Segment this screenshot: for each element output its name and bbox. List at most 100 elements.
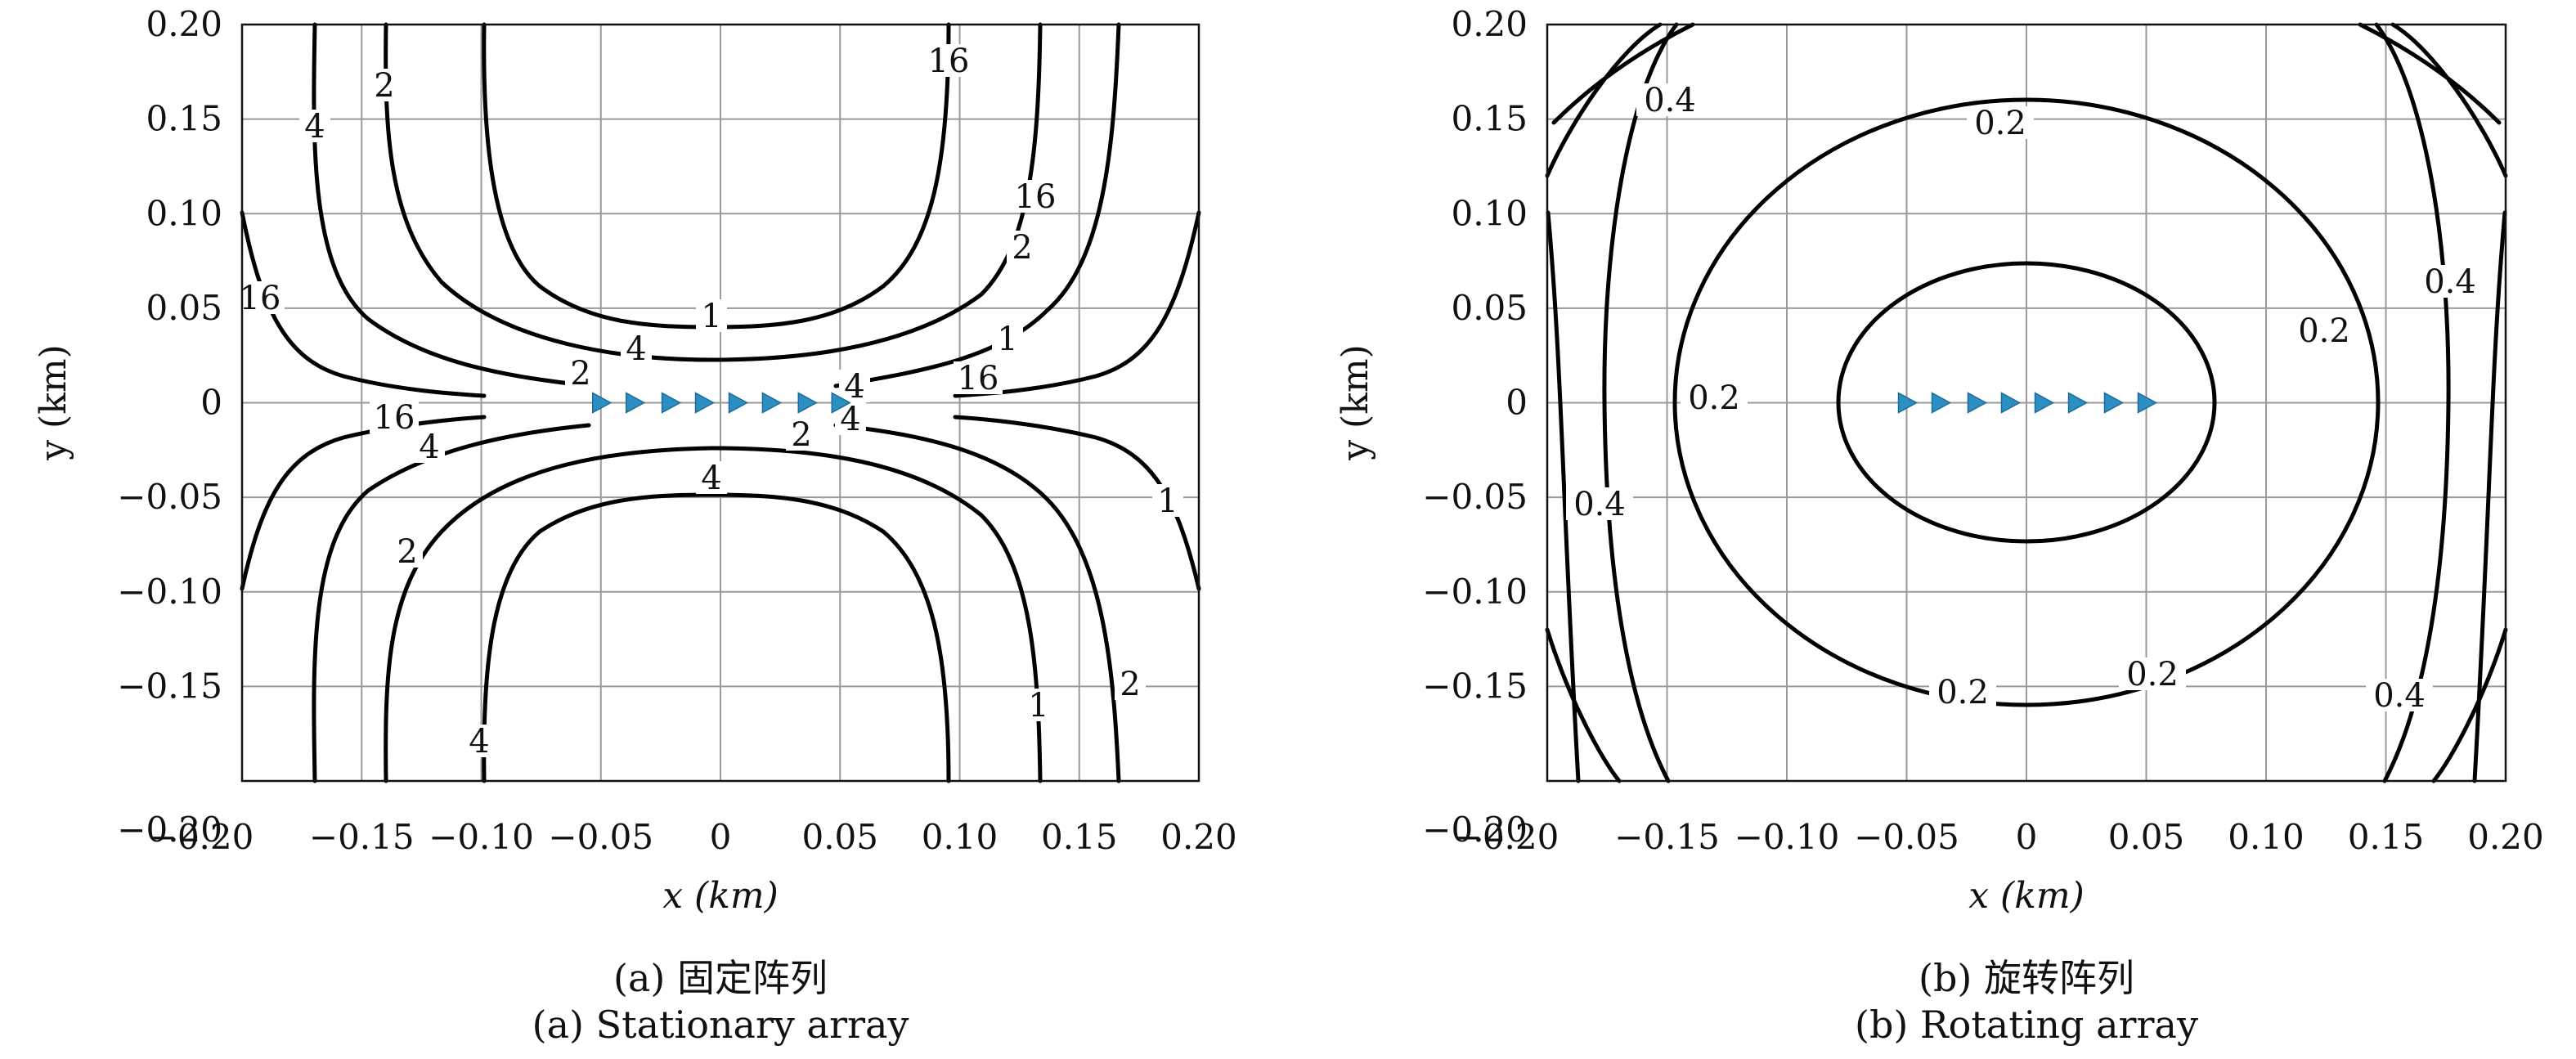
contour-label: 2 <box>1120 666 1140 703</box>
x-tick-label: 0.20 <box>2467 817 2544 857</box>
sensor-marker <box>2034 392 2055 414</box>
contour-label: 1 <box>1028 687 1048 725</box>
contour-label: 2 <box>791 416 811 454</box>
contour-a-level-2-bottom <box>384 446 1043 783</box>
contour-label: 1 <box>997 321 1017 358</box>
x-tick-label: −0.20 <box>1454 817 1560 857</box>
tick-labels-b: −0.20 −0.15 −0.10 −0.05 0 0.05 0.10 0.15 0.20 0.2… <box>1422 4 2543 857</box>
contour-label-bg <box>1011 180 1060 213</box>
contour-label: 16 <box>928 43 970 80</box>
y-tick-label: 0.20 <box>146 4 222 44</box>
contour-label-bg <box>414 430 445 463</box>
y-tick-label: 0.10 <box>146 193 222 233</box>
contour-a-level-16-lower-right <box>953 415 1201 591</box>
y-tick-label: −0.10 <box>117 572 222 612</box>
y-tick-label: 0.15 <box>146 99 222 139</box>
y-axis-label-a: y (km) <box>33 344 74 461</box>
x-tick-label: 0.15 <box>2348 817 2425 857</box>
x-tick-label: −0.10 <box>1735 817 1840 857</box>
contour-label-bg <box>696 299 727 332</box>
y-tick-label: 0.05 <box>146 288 222 328</box>
x-tick-label: 0 <box>2016 817 2038 857</box>
contour-a-level-1-bottom <box>482 492 951 783</box>
contour-label: 4 <box>469 723 489 761</box>
x-tick-label: −0.20 <box>149 817 254 857</box>
contour-label: 2 <box>374 67 394 105</box>
caption-b-zh: (b) 旋转阵列 <box>1919 956 2134 1000</box>
contour-label: 16 <box>958 360 999 397</box>
contour-label: 2 <box>397 533 417 571</box>
contour-label: 16 <box>1015 178 1057 216</box>
contour-label-bg <box>1007 231 1038 263</box>
contour-label: 0.4 <box>1644 82 1696 119</box>
y-tick-label: 0.20 <box>1451 4 1528 44</box>
contour-label: 0.2 <box>2126 656 2179 693</box>
sensor-marker <box>1967 392 1988 414</box>
x-tick-label: 0 <box>710 817 732 857</box>
contour-label-bg <box>1929 675 1996 708</box>
sensor-marker <box>831 392 851 414</box>
caption-a-zh: (a) 固定阵列 <box>613 956 828 1000</box>
contour-label-bg <box>621 332 652 365</box>
contour-label: 0.2 <box>1974 105 2026 142</box>
contour-label: 4 <box>304 108 325 146</box>
x-tick-label: 0.10 <box>2228 817 2304 857</box>
contour-label: 0.2 <box>2298 312 2350 350</box>
x-tick-label: 0.05 <box>801 817 878 857</box>
sensor-array-a <box>592 392 851 414</box>
contour-label: 1 <box>1157 482 1178 520</box>
sensor-marker <box>761 392 782 414</box>
contour-label: 0.2 <box>1936 674 1989 711</box>
contour-label: 0.4 <box>2424 263 2476 301</box>
sensor-marker <box>694 392 716 414</box>
x-axis-label-b: x (km) <box>1968 875 2085 917</box>
contour-label: 0.4 <box>2373 677 2426 715</box>
contour-a-level-4-bottom <box>312 423 1121 783</box>
contour-label-bg <box>565 357 596 389</box>
contour-label: 4 <box>844 368 864 406</box>
contour-label-bg <box>236 281 285 314</box>
contour-label-bg <box>299 110 330 142</box>
x-tick-label: −0.10 <box>429 817 534 857</box>
sensor-array-b <box>1897 392 2158 414</box>
y-tick-label: −0.20 <box>117 810 222 850</box>
contour-label: 0.2 <box>1688 379 1740 417</box>
contour-label-bg <box>392 535 423 568</box>
contour-b-level-0.2 <box>1672 97 2381 707</box>
panel-b-rotating: 0.4 0.2 0.4 0.2 0.2 0.4 0.2 0.2 0.4 −0.20 −0.15 −0… <box>1335 4 2544 917</box>
y-tick-label: −0.05 <box>117 477 222 517</box>
y-tick-label: 0.15 <box>1451 99 1528 139</box>
y-tick-label: −0.15 <box>117 666 222 706</box>
contour-label-bg <box>2291 314 2358 347</box>
x-tick-label: 0.15 <box>1041 817 1118 857</box>
contour-label: 16 <box>374 399 415 437</box>
contour-label-bg <box>992 322 1023 355</box>
contour-label-bg <box>370 401 419 433</box>
y-tick-label: −0.10 <box>1422 572 1528 612</box>
contour-label-bg <box>696 461 727 494</box>
x-tick-label: −0.05 <box>548 817 653 857</box>
contours-b <box>1545 22 2508 783</box>
contour-label: 4 <box>419 429 439 466</box>
y-tick-label: −0.15 <box>1422 666 1528 706</box>
sensor-marker <box>1931 392 1952 414</box>
contour-label: 4 <box>626 330 646 368</box>
contour-a-level-1-top <box>482 22 951 330</box>
y-tick-label: −0.05 <box>1422 477 1528 517</box>
sensor-marker <box>2103 392 2125 414</box>
sensor-marker <box>2137 392 2158 414</box>
contour-label-bg <box>2119 657 2186 690</box>
caption-b-en: (b) Rotating array <box>1855 1003 2198 1047</box>
plot-frame-a <box>240 23 1200 783</box>
y-tick-label: 0.05 <box>1451 288 1528 328</box>
contour-label: 1 <box>701 298 721 335</box>
x-tick-label: 0.20 <box>1160 817 1237 857</box>
y-tick-label: −0.20 <box>1422 810 1528 850</box>
caption-a-en: (a) Stationary array <box>532 1003 909 1047</box>
contour-label-bg <box>2366 679 2433 711</box>
x-tick-label: 0.05 <box>2108 817 2185 857</box>
contour-a-level-16-lower-left <box>240 415 487 591</box>
